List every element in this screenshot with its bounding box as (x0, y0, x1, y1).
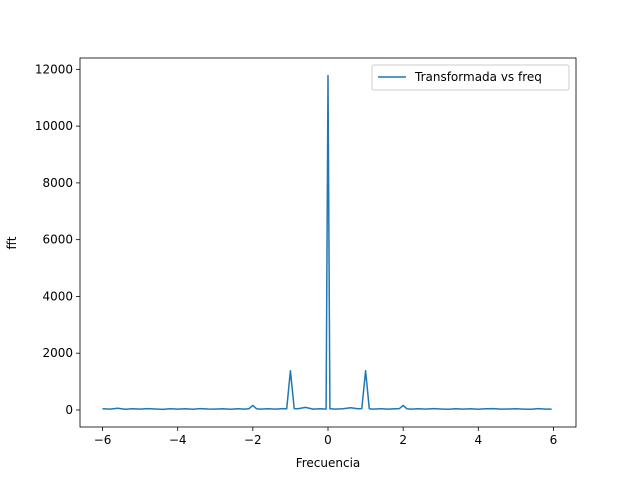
x-tick-label: 0 (324, 433, 332, 447)
ticks-group: −6 −4 −2 0 2 4 6 0 2000 4000 6000 8000 10000 12000 (35, 62, 557, 447)
y-tick-label: 10000 (35, 119, 73, 133)
y-tick-label: 0 (65, 403, 73, 417)
legend: Transformada vs freq (371, 64, 570, 91)
x-tick-label: 6 (550, 433, 558, 447)
y-tick-label: 2000 (42, 346, 73, 360)
legend-box (371, 64, 570, 91)
y-tick-label: 8000 (42, 176, 73, 190)
x-tick-label: 4 (474, 433, 482, 447)
x-axis-label: Frecuencia (296, 456, 361, 470)
y-tick-label: 12000 (35, 62, 73, 76)
x-tick-label: −2 (244, 433, 262, 447)
y-axis-label: fft (5, 236, 19, 249)
x-tick-label: −6 (94, 433, 112, 447)
legend-label: Transformada vs freq (414, 70, 542, 84)
x-tick-label: 2 (399, 433, 407, 447)
y-tick-label: 4000 (42, 289, 73, 303)
y-tick-label: 6000 (42, 233, 73, 247)
x-tick-label: −4 (169, 433, 187, 447)
series-line-transformada (102, 74, 552, 411)
